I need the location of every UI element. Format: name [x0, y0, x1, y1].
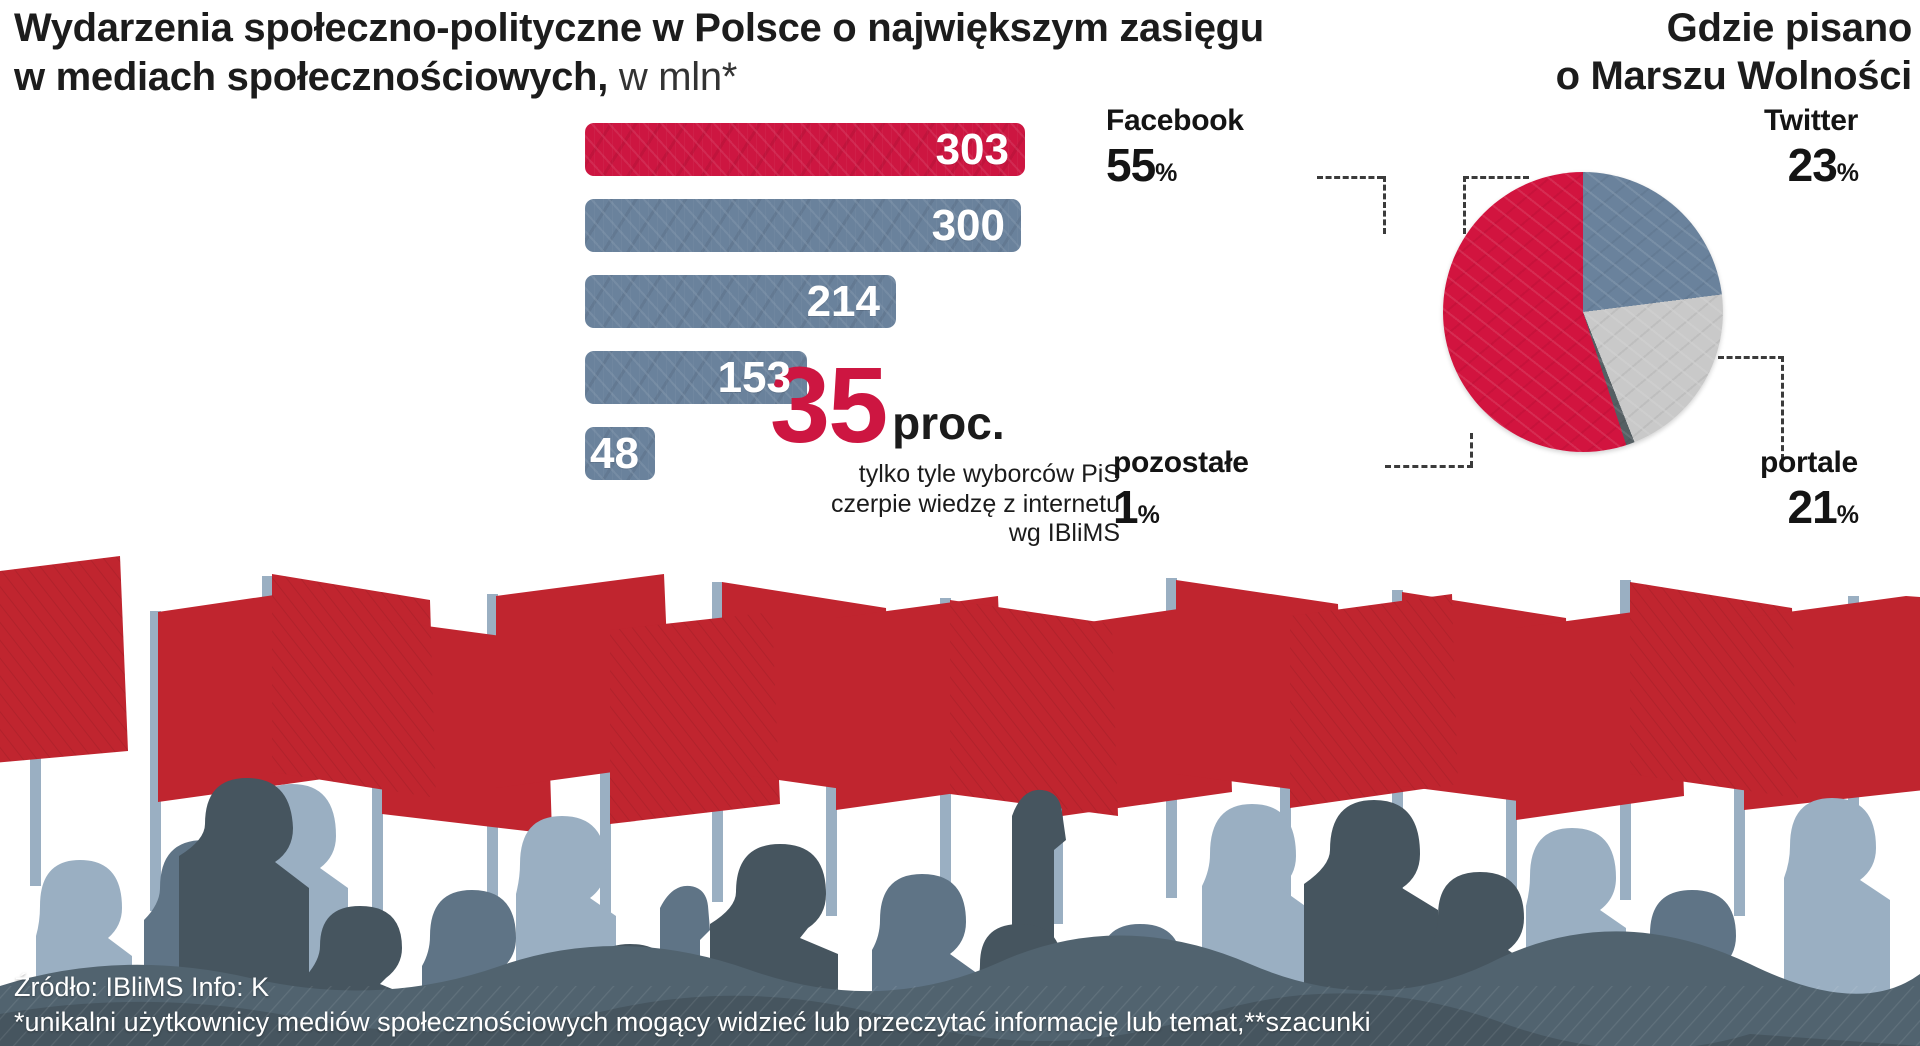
pie-label-pozostale-value: 1	[1113, 481, 1139, 533]
bar: 48	[585, 427, 655, 480]
page-title: Wydarzenia społeczno-polityczne w Polsce…	[14, 4, 1304, 102]
bar: 300	[585, 199, 1021, 252]
pie-label-facebook: Facebook 55%	[1106, 104, 1244, 192]
bar-value-label: 214	[806, 276, 880, 326]
bar: 303	[585, 123, 1025, 176]
callout-unit-word: proc.	[892, 397, 1005, 450]
leader-line-portale-v	[1781, 356, 1784, 460]
pie-label-pozostale-name: pozostałe	[1113, 446, 1249, 479]
pie-texture-overlay	[1443, 172, 1723, 452]
pie-label-twitter-value: 23	[1787, 139, 1838, 191]
bar-chart-row: marsz 4 czerwca (4.06.2023)**300	[0, 194, 1090, 256]
pie-label-twitter-name: Twitter	[1764, 104, 1859, 137]
headline-subtitle: w mln*	[618, 54, 738, 99]
pie-title-line-2: o Marszu Wolności	[1555, 54, 1913, 98]
callout-description-line-3: wg IBliMS	[1008, 519, 1120, 548]
callout-35-proc: 35 proc. tylko tyle wyborców PiS czerpie…	[770, 344, 1120, 549]
pie-label-twitter: Twitter 23%	[1764, 104, 1859, 192]
bar-chart-row: Ukraina (24.02.2022)303	[0, 118, 1090, 180]
leader-line-twitter-h	[1463, 176, 1529, 179]
bar-value-label: 303	[935, 124, 1009, 174]
pie-chart	[1443, 172, 1723, 452]
pie-label-facebook-pct: %	[1155, 159, 1177, 187]
footer-source-note: Źródło: IBliMS Info: K *unikalni użytkow…	[14, 970, 1914, 1040]
bar: 153	[585, 351, 807, 404]
pie-label-twitter-pct: %	[1836, 159, 1859, 187]
protest-crowd-illustration	[0, 556, 1920, 1046]
pie-chart-title: Gdzie pisano o Marszu Wolności	[1200, 4, 1913, 100]
bar-chart-row: Strajk Kobiet (26.10.2020)214	[0, 270, 1090, 332]
pie-title-line-1: Gdzie pisano	[1666, 6, 1913, 50]
leader-line-twitter-v	[1463, 176, 1466, 234]
red-flags	[0, 556, 1920, 834]
headline-bold: Wydarzenia społeczno-polityczne w Polsce…	[14, 6, 1264, 99]
callout-number: 35	[770, 344, 888, 465]
leader-line-pozostale-h	[1385, 465, 1473, 468]
footer-line-1: Źródło: IBliMS Info: K	[14, 971, 270, 1002]
bar: 214	[585, 275, 896, 328]
bar-value-label: 300	[931, 200, 1005, 250]
pie-label-portale-pct: %	[1836, 501, 1859, 529]
callout-description-line-1: tylko tyle wyborców PiS	[858, 460, 1120, 489]
callout-description-line-2: czerpie wiedzę z internetu	[830, 489, 1120, 518]
leader-line-portale-h	[1718, 356, 1784, 359]
pie-label-facebook-value: 55	[1106, 139, 1156, 191]
pie-label-portale: portale 21%	[1760, 446, 1859, 534]
pie-label-portale-value: 21	[1787, 481, 1838, 533]
footer-line-2: *unikalni użytkownicy mediów społecznośc…	[14, 1006, 1371, 1037]
crowd-base	[0, 931, 1920, 1046]
pie-label-pozostale-pct: %	[1137, 501, 1160, 529]
leader-line-facebook-h	[1317, 176, 1383, 179]
bar-value-label: 153	[717, 352, 791, 402]
callout-description: tylko tyle wyborców PiS czerpie wiedzę z…	[770, 460, 1120, 549]
bar-value-label: 48	[590, 428, 639, 478]
leader-line-pozostale-v	[1470, 433, 1473, 467]
pie-label-pozostale: pozostałe 1%	[1113, 446, 1249, 534]
pie-label-facebook-name: Facebook	[1106, 104, 1244, 137]
pie-label-portale-name: portale	[1760, 446, 1858, 479]
leader-line-facebook-v	[1383, 176, 1386, 234]
